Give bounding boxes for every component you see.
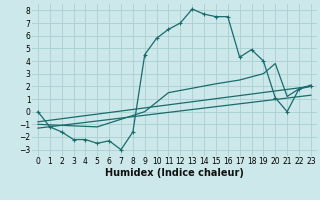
X-axis label: Humidex (Indice chaleur): Humidex (Indice chaleur) xyxy=(105,168,244,178)
